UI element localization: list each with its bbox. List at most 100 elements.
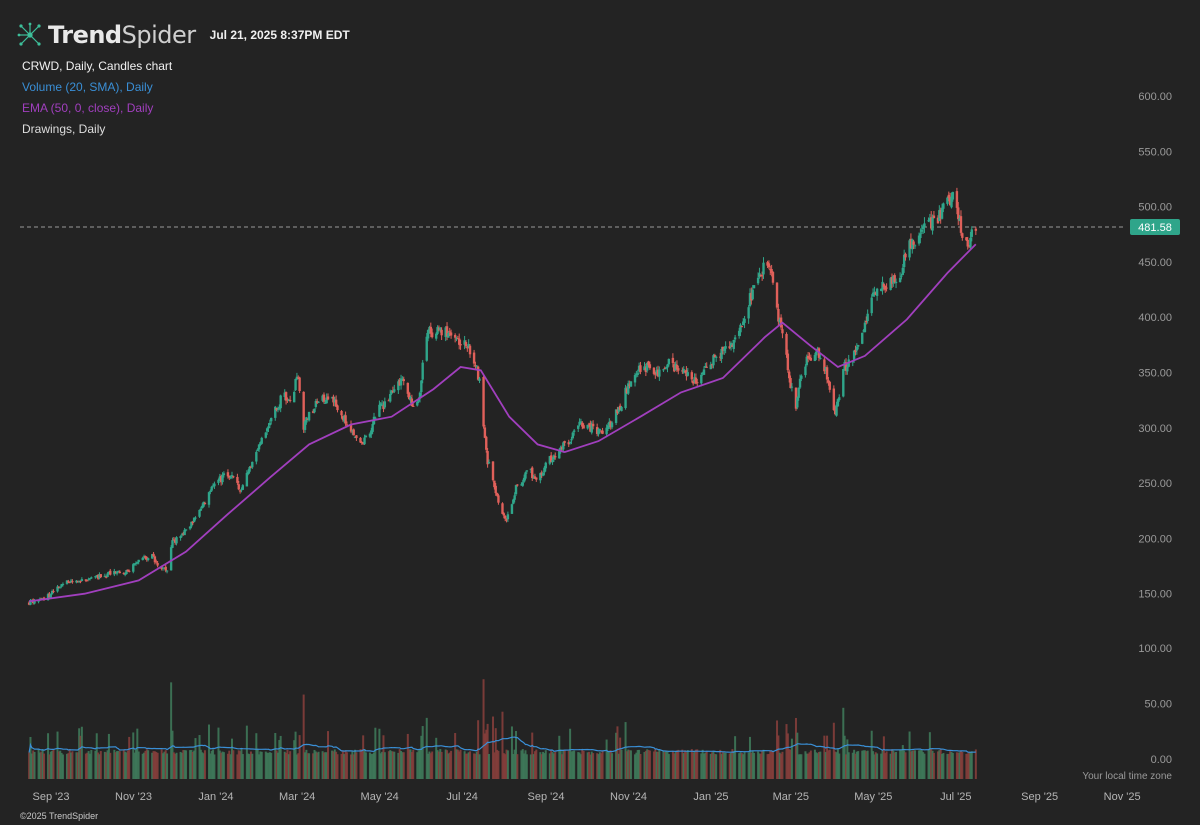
- volume-bar: [598, 752, 601, 779]
- candles: [27, 187, 978, 606]
- candle-body: [257, 444, 261, 450]
- volume-bar: [48, 754, 51, 779]
- volume-bar: [333, 749, 336, 779]
- volume-bar: [171, 730, 174, 779]
- volume-bar: [625, 751, 628, 779]
- candle-body: [700, 374, 703, 384]
- volume-bar: [293, 740, 296, 779]
- candle-body: [213, 483, 216, 487]
- volume-bar: [78, 728, 81, 779]
- candle-body: [732, 340, 735, 349]
- candle-body: [145, 557, 148, 560]
- candle-body: [756, 277, 760, 284]
- volume-bar: [420, 735, 423, 779]
- chart-title[interactable]: CRWD, Daily, Candles chart: [22, 59, 173, 73]
- volume-indicator-label[interactable]: Volume (20, SMA), Daily: [22, 80, 153, 94]
- volume-bar: [834, 751, 837, 779]
- trendspider-logo[interactable]: TrendSpider: [16, 21, 196, 49]
- volume-bar: [738, 753, 741, 779]
- candle-body: [202, 501, 205, 507]
- candle-body: [662, 369, 665, 371]
- volume-bar: [143, 752, 146, 779]
- volume-bar: [560, 754, 563, 779]
- volume-bar: [846, 739, 849, 779]
- candle-body: [169, 547, 173, 571]
- volume-bar: [325, 752, 328, 779]
- volume-bar: [267, 752, 270, 779]
- volume-bar: [808, 752, 811, 779]
- candle-body: [132, 564, 135, 572]
- volume-bar: [753, 753, 756, 779]
- volume-bar: [283, 751, 286, 779]
- candle-body: [721, 347, 725, 351]
- volume-bar: [794, 717, 797, 779]
- volume-bar: [378, 728, 381, 779]
- volume-bar: [425, 717, 428, 779]
- volume-bar: [819, 751, 822, 779]
- volume-bar: [521, 749, 524, 779]
- candle-body: [426, 330, 430, 339]
- drawings-label[interactable]: Drawings, Daily: [22, 122, 106, 136]
- candle-body: [165, 570, 169, 572]
- volume-bar: [458, 751, 461, 779]
- candle-body: [57, 586, 61, 588]
- volume-bar: [279, 735, 282, 779]
- candle-body: [902, 254, 906, 268]
- volume-bar: [606, 751, 609, 779]
- volume-bar: [406, 733, 409, 779]
- volume-bar: [65, 753, 68, 779]
- volume-bar: [827, 750, 830, 779]
- candle-body: [901, 267, 905, 275]
- candle-body: [259, 442, 262, 446]
- volume-bar: [312, 753, 315, 779]
- candle-body: [472, 352, 476, 364]
- volume-bar: [559, 749, 562, 779]
- candle-body: [798, 378, 802, 388]
- candle-body: [882, 284, 886, 287]
- volume-bar: [49, 751, 52, 779]
- candle-body: [838, 397, 841, 401]
- candle-body: [352, 429, 355, 436]
- candle-body: [927, 220, 930, 222]
- candle-body: [361, 442, 365, 444]
- candle-body: [712, 355, 715, 366]
- candle-body: [559, 447, 562, 452]
- volume-bar: [513, 749, 516, 779]
- volume-bar: [340, 753, 343, 779]
- candle-body: [581, 422, 584, 427]
- candle-body: [448, 331, 451, 333]
- volume-bar: [360, 749, 363, 779]
- volume-bar: [904, 752, 907, 779]
- ema-indicator-label[interactable]: EMA (50, 0, close), Daily: [22, 101, 154, 115]
- candle-body: [696, 382, 699, 384]
- volume-bar: [410, 752, 413, 779]
- candle-body: [552, 455, 556, 460]
- volume-bar: [492, 716, 495, 779]
- volume-bar: [474, 753, 477, 779]
- candle-body: [748, 293, 752, 307]
- volume-bar: [799, 754, 802, 779]
- timezone-label[interactable]: Your local time zone: [1082, 771, 1172, 782]
- volume-bar: [389, 750, 392, 779]
- volume-bar: [75, 752, 78, 779]
- candle-body: [306, 418, 309, 420]
- volume-bar: [554, 751, 557, 779]
- candle-body: [627, 383, 630, 394]
- volume-bar: [343, 754, 346, 779]
- candle-body: [605, 427, 608, 435]
- volume-bar: [359, 749, 362, 779]
- volume-bar: [873, 754, 876, 779]
- candle-body: [930, 217, 933, 229]
- volume-bars: [28, 679, 977, 779]
- candle-body: [370, 430, 373, 435]
- candle-body: [544, 462, 547, 469]
- volume-bar: [639, 753, 642, 779]
- volume-bar: [182, 750, 185, 779]
- volume-bar: [304, 752, 307, 779]
- volume-bar: [895, 751, 898, 779]
- candle-body: [255, 452, 258, 462]
- volume-bar: [387, 751, 390, 779]
- candle-body: [65, 580, 69, 584]
- volume-bar: [391, 751, 394, 779]
